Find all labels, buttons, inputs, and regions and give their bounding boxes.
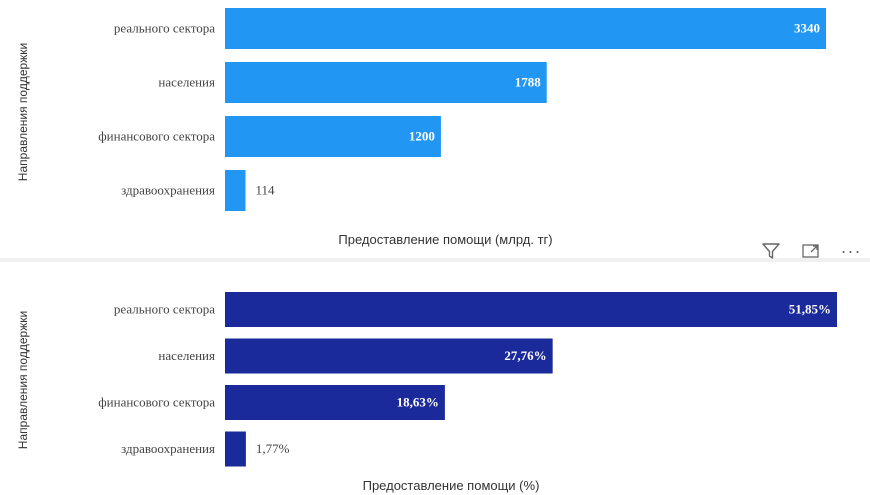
bar-финансового-сектора[interactable] [225, 116, 441, 157]
value-label-здравоохранения: 114 [256, 183, 276, 198]
bar-реального-сектора[interactable] [225, 8, 826, 49]
visual-toolbar: ··· [760, 241, 862, 261]
bar-chart-amount: реального сектора 3340 населения 1788 финанс… [16, 8, 826, 247]
category-label-реального-сектора: реального сектора [114, 302, 215, 317]
bar-населения[interactable] [225, 62, 547, 103]
category-label-финансового-сектора: финансового сектора [98, 129, 215, 144]
bar-населения[interactable] [225, 338, 553, 374]
more-options-icon[interactable]: ··· [840, 240, 862, 261]
category-label-здравоохранения: здравоохранения [121, 441, 215, 456]
value-label-финансового-сектора: 1200 [409, 129, 435, 144]
value-label-реального-сектора: 3340 [794, 21, 820, 36]
value-label-реального-сектора: 51,85% [789, 302, 831, 317]
value-label-финансового-сектора: 18,63% [397, 395, 439, 410]
category-label-населения: населения [158, 75, 215, 90]
category-label-населения: населения [158, 348, 215, 363]
x-axis-title: Предоставление помощи (млрд. тг) [338, 232, 552, 247]
chart-panel-amount: реального сектора 3340 населения 1788 финанс… [16, 8, 826, 247]
category-label-реального-сектора: реального сектора [114, 21, 215, 36]
bar-финансового-сектора[interactable] [225, 385, 445, 420]
y-axis-title: Направления поддержки [16, 311, 30, 449]
filter-icon[interactable] [760, 241, 782, 261]
bar-здравоохранения[interactable] [225, 170, 246, 211]
y-axis-title: Направления поддержки [16, 43, 30, 181]
value-label-здравоохранения: 1,77% [256, 441, 290, 456]
x-axis-title: Предоставление помощи (%) [363, 478, 540, 493]
focus-mode-icon[interactable] [800, 241, 822, 261]
bar-здравоохранения[interactable] [225, 431, 246, 467]
category-label-финансового-сектора: финансового сектора [98, 395, 215, 410]
panel-divider [0, 258, 870, 262]
chart-panel-percent: реального сектора 51,85% населения 27,76% фи… [0, 262, 870, 495]
bar-chart-percent: реального сектора 51,85% населения 27,76% фи… [16, 292, 837, 493]
value-label-населения: 1788 [515, 75, 542, 90]
value-label-населения: 27,76% [504, 348, 546, 363]
category-label-здравоохранения: здравоохранения [121, 183, 215, 198]
bar-реального-сектора[interactable] [225, 292, 837, 327]
